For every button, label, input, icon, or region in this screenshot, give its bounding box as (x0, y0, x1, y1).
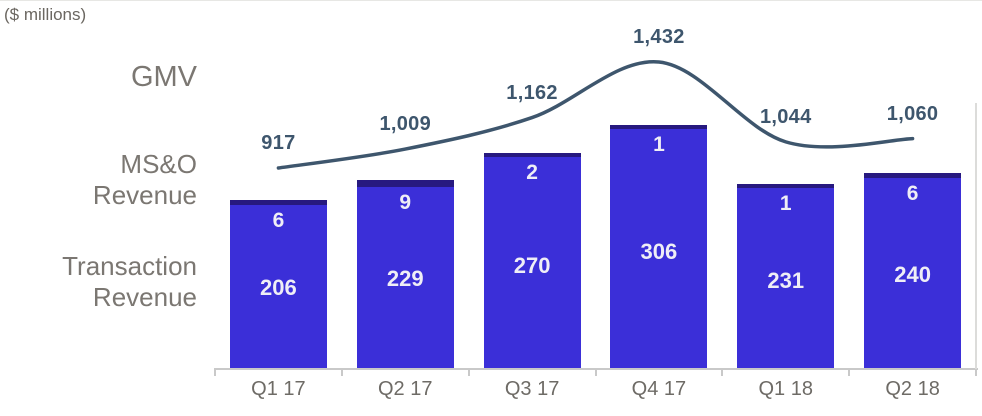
transaction-value-label: 229 (386, 265, 424, 291)
gmv-point-label-q1-18: 1,044 (759, 105, 812, 128)
x-axis-label-q1-18: Q1 18 (758, 378, 813, 400)
transaction-value-label: 306 (640, 239, 678, 265)
legend-mso-line1: MS&O (120, 149, 197, 179)
unit-note: ($ millions) (4, 5, 87, 24)
x-axis-label-q1-17: Q1 17 (251, 378, 306, 400)
legend-transaction-line2: Revenue (92, 282, 197, 312)
mso-segment-q2-18 (864, 173, 962, 178)
bar-q2-18: 6 240 (864, 173, 962, 368)
legend-mso-label: MS&O Revenue (0, 149, 197, 211)
transaction-value-label: 231 (767, 267, 805, 293)
x-axis-tick (848, 368, 851, 376)
legend-mso-line2: Revenue (92, 180, 197, 210)
gmv-point-label-q3-17: 1,162 (506, 81, 558, 104)
x-axis-tick (975, 368, 977, 376)
bar-q1-17: 6 206 (229, 200, 327, 368)
x-axis-tick (721, 368, 724, 376)
x-axis-tick (467, 368, 470, 376)
right-border-line (975, 103, 977, 369)
x-axis-tick (594, 368, 597, 376)
gmv-point-label-q4-17: 1,432 (633, 26, 685, 48)
legend-gmv-text: GMV (130, 61, 197, 93)
bar-q3-17: 2 270 (483, 152, 581, 368)
bar-q1-18: 1 231 (737, 184, 835, 368)
bar-q2-17: 9 229 (356, 179, 454, 368)
mso-value-label: 2 (526, 160, 538, 184)
gmv-point-label-q2-17: 1,009 (379, 113, 432, 136)
legend-transaction-label: Transaction Revenue (0, 251, 197, 313)
x-axis-label-q2-17: Q2 17 (378, 378, 433, 400)
x-axis-tick (340, 368, 343, 376)
transaction-value-label: 206 (260, 275, 297, 301)
top-border-line (0, 0, 982, 1)
bar-q4-17: 1 306 (610, 124, 708, 368)
mso-segment-q4-17 (610, 124, 708, 129)
mso-segment-q3-17 (483, 152, 581, 157)
mso-value-label: 6 (906, 181, 919, 205)
x-axis-label-q2-18: Q2 18 (885, 378, 940, 400)
x-axis-line (215, 368, 978, 370)
legend-transaction-line1: Transaction (62, 251, 197, 281)
mso-value-label: 1 (653, 132, 665, 156)
transaction-value-label: 270 (513, 252, 551, 278)
mso-segment-q1-17 (229, 200, 327, 205)
mso-segment-q1-18 (737, 184, 835, 189)
mso-value-label: 9 (399, 190, 412, 214)
gmv-point-label-q1-17: 917 (261, 132, 296, 154)
transaction-value-label: 240 (894, 262, 931, 288)
x-axis-label-q3-17: Q3 17 (504, 378, 560, 400)
mso-value-label: 6 (272, 208, 285, 232)
x-axis-label-q4-17: Q4 17 (631, 378, 687, 400)
mso-value-label: 1 (779, 192, 792, 216)
x-axis-tick (214, 368, 216, 376)
mso-segment-q2-17 (356, 179, 454, 187)
legend-gmv-label: GMV (0, 62, 197, 93)
gmv-point-label-q2-18: 1,060 (886, 102, 939, 125)
